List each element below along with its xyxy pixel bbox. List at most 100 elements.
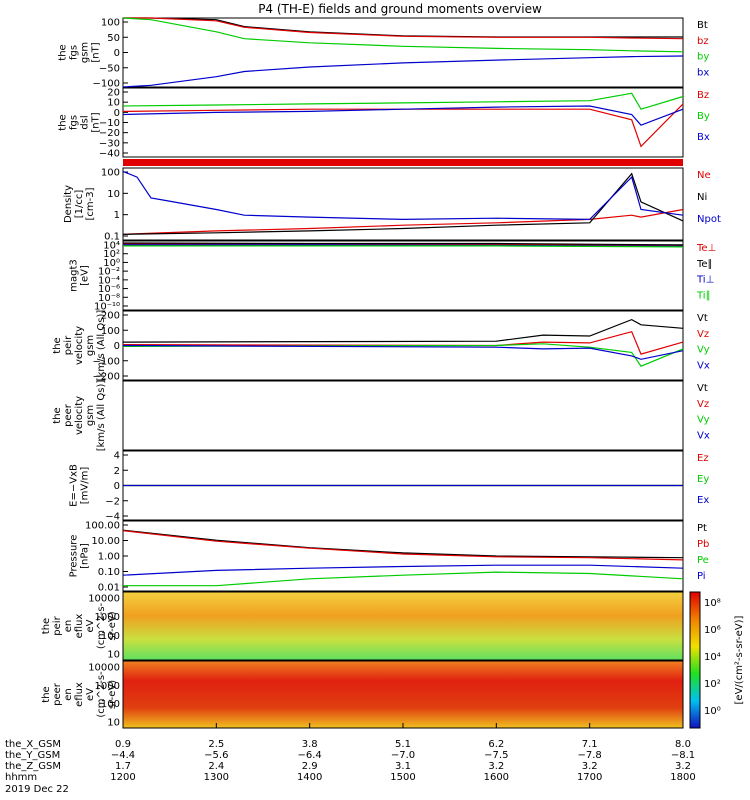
fgs_dsl-series-0 bbox=[122, 103, 684, 148]
density-series-1 bbox=[122, 172, 684, 235]
xaxis-row-1-val-0: −4.4 bbox=[111, 750, 135, 761]
xaxis-row-3-val-5: 1700 bbox=[577, 772, 602, 783]
xaxis-row-0-val-1: 2.5 bbox=[208, 739, 224, 750]
peir_velocity-ylabel: thepeirvelocitygsm[km/s (All Qs)] bbox=[52, 310, 107, 382]
e_vxb-ytick-1: 2 bbox=[114, 466, 120, 477]
peir_velocity-series-1 bbox=[122, 330, 684, 355]
peer_velocity-legend-1: Vz bbox=[697, 399, 709, 410]
fgs_gsm-ytick-2: 0 bbox=[114, 48, 120, 59]
xaxis-row-1-val-4: −7.5 bbox=[484, 750, 508, 761]
magt3-ylabel: magt3[eV] bbox=[69, 259, 91, 292]
magt3-ytick-5: 10⁻⁶ bbox=[98, 284, 120, 295]
magt3-frame bbox=[122, 240, 684, 311]
peer_velocity-legend-0: Vt bbox=[697, 383, 708, 394]
xaxis-row-2-val-5: 3.2 bbox=[582, 761, 598, 772]
density-ytick-0: 100 bbox=[101, 168, 120, 179]
fgs_gsm-ytick-0: 100 bbox=[101, 18, 120, 29]
colorbar-tick-2: 10⁴ bbox=[704, 652, 721, 663]
peir_velocity-legend-2: Vy bbox=[697, 345, 710, 356]
xaxis-row-0-val-0: 0.9 bbox=[115, 739, 131, 750]
panels-group: thefgsgsm[nT]Btbzbybx100500−50−100thefgs… bbox=[41, 17, 745, 729]
pressure-legend-3: Pi bbox=[697, 571, 706, 582]
xaxis-row-1-val-3: −7.0 bbox=[391, 750, 415, 761]
xaxis-row-label-3: hhmm bbox=[5, 772, 37, 783]
pressure-frame bbox=[122, 520, 684, 592]
density-series-2 bbox=[122, 170, 684, 221]
density-legend-0: Ne bbox=[697, 170, 711, 181]
pressure-legend-2: Pe bbox=[697, 555, 709, 566]
magt3-legend-1: Te∥ bbox=[696, 259, 713, 270]
xaxis-row-1-val-6: −8.1 bbox=[671, 750, 695, 761]
xaxis-row-2-val-1: 2.4 bbox=[208, 761, 224, 772]
fgs_dsl-ytick-5: −30 bbox=[99, 138, 120, 149]
peir_velocity-series-3 bbox=[122, 344, 684, 360]
fgs_gsm-series-2 bbox=[122, 17, 684, 53]
xaxis-row-3-val-2: 1400 bbox=[297, 772, 322, 783]
fgs_dsl-ytick-0: 20 bbox=[107, 88, 120, 99]
magt3-ytick-3: 10⁻² bbox=[98, 267, 120, 278]
peer_en_eflux-image bbox=[123, 661, 683, 728]
e_vxb-ytick-2: 0 bbox=[114, 481, 120, 492]
xaxis-row-2-val-2: 2.9 bbox=[302, 761, 318, 772]
xaxis-row-2-val-3: 3.1 bbox=[395, 761, 411, 772]
pressure-ytick-2: 1.00 bbox=[98, 552, 120, 563]
magt3-ytick-4: 10⁻⁴ bbox=[98, 275, 120, 286]
fgs_gsm-series-3 bbox=[122, 55, 684, 88]
peer_velocity-legend-3: Vx bbox=[697, 430, 710, 441]
xaxis-row-3-val-1: 1300 bbox=[204, 772, 229, 783]
peir_velocity-ytick-0: 200 bbox=[101, 311, 120, 322]
e_vxb-legend-1: Ey bbox=[697, 474, 709, 485]
peir_en_eflux-image bbox=[123, 592, 683, 660]
pressure-series-3 bbox=[122, 564, 684, 576]
pressure-series-0 bbox=[122, 529, 684, 559]
magt3-ytick-6: 10⁻⁸ bbox=[98, 293, 120, 304]
peir_velocity-legend-3: Vx bbox=[697, 360, 710, 371]
xaxis-row-label-1: the_Y_GSM bbox=[5, 750, 60, 761]
pressure-series-1 bbox=[122, 530, 684, 561]
peir_velocity-series-0 bbox=[122, 318, 684, 343]
fgs_dsl-series-1 bbox=[122, 92, 684, 110]
peir_velocity-ytick-1: 100 bbox=[101, 326, 120, 337]
peir_en_eflux-ylabel: thepeirenefluxeV(cm^2-s-sr-eV) bbox=[41, 602, 118, 649]
xaxis-row-3-val-3: 1500 bbox=[390, 772, 415, 783]
density-ytick-2: 1 bbox=[114, 210, 120, 221]
peir_en_eflux-ytick-3: 10 bbox=[107, 650, 120, 661]
e_vxb-legend-2: Ex bbox=[697, 495, 709, 506]
peer_en_eflux-ytick-0: 10000 bbox=[88, 663, 120, 674]
figure-title: P4 (TH-E) fields and ground moments over… bbox=[258, 2, 542, 16]
peir_velocity-ytick-2: 0 bbox=[114, 341, 120, 352]
x-axis-group: the_X_GSM 0.9 2.5 3.8 5.1 6.2 7.1 8.0 the_Y_GSM −… bbox=[5, 723, 696, 795]
pressure-series-2 bbox=[123, 571, 684, 587]
xaxis-row-1-val-5: −7.8 bbox=[578, 750, 602, 761]
fgs_dsl-series-2 bbox=[122, 105, 684, 126]
fgs_dsl-ytick-4: −20 bbox=[99, 128, 120, 139]
xaxis-row-0-val-6: 8.0 bbox=[675, 739, 691, 750]
fgs_gsm-ylabel: thefgsgsm[nT] bbox=[58, 42, 102, 63]
peir_velocity-legend-0: Vt bbox=[697, 313, 708, 324]
magt3-series-1 bbox=[122, 242, 684, 246]
e_vxb-ytick-4: −4 bbox=[105, 512, 120, 523]
fgs_gsm-series-1 bbox=[123, 17, 684, 40]
e_vxb-ytick-0: 4 bbox=[114, 451, 120, 462]
peer_velocity-legend-2: Vy bbox=[697, 415, 710, 426]
xaxis-row-3-val-4: 1600 bbox=[484, 772, 509, 783]
density-legend-1: Ni bbox=[697, 192, 707, 203]
density-frame bbox=[122, 167, 684, 241]
peer_velocity-ylabel: thepeervelocitygsm[km/s (All Qs)] bbox=[52, 380, 107, 452]
pressure-ytick-4: 0.01 bbox=[98, 583, 120, 594]
pressure-ylabel: Pressure[nPa] bbox=[69, 535, 91, 578]
peir_en_eflux-ytick-0: 10000 bbox=[88, 594, 120, 605]
peir_en_eflux-ytick-2: 100 bbox=[101, 631, 120, 642]
magt3-ytick-0: 10⁴ bbox=[103, 241, 120, 252]
magt3-legend-3: Ti∥ bbox=[696, 290, 711, 301]
fgs_dsl-ylabel: thefgsdsl[nT] bbox=[58, 112, 102, 132]
peer_en_eflux-ylabel: thepeerenefluxeV(cm^2-s-sr-eV) bbox=[41, 671, 118, 718]
magt3-legend-2: Ti⊥ bbox=[696, 275, 714, 286]
xaxis-row-0-val-3: 5.1 bbox=[395, 739, 411, 750]
xaxis-row-3-val-6: 1800 bbox=[670, 772, 695, 783]
fgs_dsl-legend-0: Bz bbox=[697, 90, 709, 101]
status-bar bbox=[123, 159, 683, 166]
colorbar-tick-4: 10⁰ bbox=[704, 706, 721, 717]
colorbar-tick-0: 10⁸ bbox=[704, 598, 721, 609]
colorbar-tick-1: 10⁶ bbox=[704, 625, 721, 636]
